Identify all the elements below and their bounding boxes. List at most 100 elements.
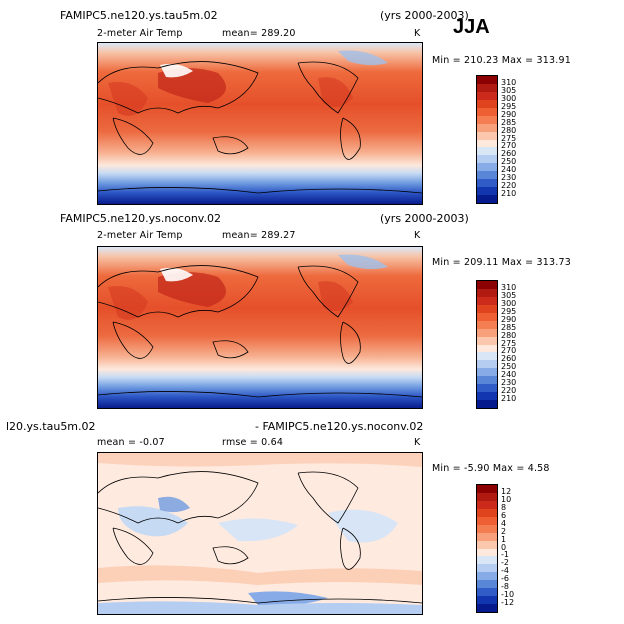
colorbar-swatch [477,572,497,581]
colorbar-swatch [477,400,497,408]
colorbar-tick-label: 270 [501,346,517,356]
colorbar-swatch [477,171,497,180]
colorbar-swatch [477,532,497,541]
colorbar-tick-label: -2 [501,558,509,568]
colorbar-tick-label: 4 [501,518,507,528]
colorbar-tick-label: 12 [501,486,512,496]
panel2-colorbar-labels: 310 305 300 295 290 285 280 275 270 260 250 240 230 2… [501,280,541,407]
colorbar-swatch [477,392,497,401]
colorbar-swatch [477,76,497,84]
colorbar-tick-label: -1 [501,550,509,560]
colorbar-tick-label: -8 [501,582,509,592]
colorbar-swatch [477,91,497,100]
colorbar-swatch [477,360,497,369]
panel1-mean-label: mean= 289.20 [222,28,296,39]
colorbar-swatch [477,281,497,289]
panel1-variable-label: 2-meter Air Temp [97,28,183,39]
colorbar-tick-label: 250 [501,362,517,372]
panel1-temperature-map [97,42,423,205]
colorbar-tick-label: -12 [501,598,515,608]
panel1-colorbar [476,75,498,204]
colorbar-swatch [477,83,497,92]
panel2-temperature-map [97,246,423,409]
colorbar-swatch [477,288,497,297]
panel2-map-svg [98,247,422,408]
panel1-unit-label: K [414,28,421,39]
colorbar-swatch [477,163,497,172]
colorbar-tick-label: -6 [501,574,509,584]
colorbar-swatch [477,296,497,305]
panel3-title-left: l20.ys.tau5m.02 [6,420,96,433]
panel1-title-left: FAMIPC5.ne120.ys.tau5m.02 [60,9,218,22]
panel2-title-right: (yrs 2000-2003) [380,212,469,225]
colorbar-tick-label: 230 [501,378,517,388]
panel2-minmax: Min = 209.11 Max = 313.73 [432,257,571,268]
colorbar-swatch [477,368,497,377]
panel3-mean-label: mean = -0.07 [97,437,165,448]
colorbar-swatch [477,179,497,188]
colorbar-tick-label: 260 [501,354,517,364]
colorbar-tick-label: 300 [501,298,517,308]
panel3-colorbar [476,484,498,613]
colorbar-tick-label: 240 [501,370,517,380]
colorbar-swatch [477,187,497,196]
colorbar-tick-label: 210 [501,189,517,199]
colorbar-tick-label: 285 [501,117,517,127]
colorbar-tick-label: 285 [501,322,517,332]
colorbar-swatch [477,596,497,605]
colorbar-swatch [477,107,497,116]
colorbar-tick-label: 295 [501,306,517,316]
colorbar-swatch [477,508,497,517]
panel1-title-right: (yrs 2000-2003) [380,9,469,22]
colorbar-swatch [477,304,497,313]
colorbar-tick-label: 290 [501,314,517,324]
colorbar-tick-label: 260 [501,149,517,159]
colorbar-tick-label: 10 [501,494,512,504]
colorbar-tick-label: 300 [501,93,517,103]
colorbar-swatch [477,195,497,203]
colorbar-tick-label: 230 [501,173,517,183]
colorbar-swatch [477,155,497,164]
colorbar-swatch [477,99,497,108]
colorbar-tick-label: 6 [501,510,507,520]
colorbar-tick-label: 310 [501,282,517,292]
colorbar-swatch [477,115,497,124]
panel3-map-svg [98,453,422,614]
colorbar-tick-label: 240 [501,165,517,175]
colorbar-swatch [477,485,497,493]
colorbar-tick-label: 305 [501,290,517,300]
colorbar-swatch [477,564,497,573]
panel3-rmse-label: rmse = 0.64 [222,437,284,448]
colorbar-swatch [477,123,497,132]
panel1-map-svg [98,43,422,204]
colorbar-swatch [477,320,497,329]
colorbar-swatch [477,540,497,549]
colorbar-tick-label: -10 [501,590,515,600]
colorbar-tick-label: 220 [501,386,517,396]
panel2-colorbar [476,280,498,409]
panel2-unit-label: K [414,230,421,241]
colorbar-swatch [477,604,497,612]
colorbar-tick-label: 220 [501,181,517,191]
panel3-difference-map [97,452,423,615]
panel3-colorbar-labels: 12 10 8 6 4 2 1 0 -1 -2 -4 -6 -8 -10 -12 [501,484,541,611]
colorbar-swatch [477,147,497,156]
colorbar-swatch [477,548,497,557]
colorbar-swatch [477,580,497,589]
colorbar-tick-label: 305 [501,85,517,95]
colorbar-tick-label: -4 [501,566,509,576]
colorbar-swatch [477,344,497,353]
colorbar-swatch [477,328,497,337]
panel2-variable-label: 2-meter Air Temp [97,230,183,241]
colorbar-tick-label: 275 [501,133,517,143]
colorbar-swatch [477,516,497,525]
panel3-unit-label: K [414,437,421,448]
colorbar-tick-label: 270 [501,141,517,151]
colorbar-swatch [477,352,497,361]
colorbar-swatch [477,336,497,345]
colorbar-swatch [477,376,497,385]
colorbar-tick-label: 210 [501,394,517,404]
colorbar-tick-label: 280 [501,330,517,340]
panel1-colorbar-labels: 310 305 300 295 290 285 280 275 270 260 250 240 230 2… [501,75,541,202]
colorbar-swatch [477,139,497,148]
